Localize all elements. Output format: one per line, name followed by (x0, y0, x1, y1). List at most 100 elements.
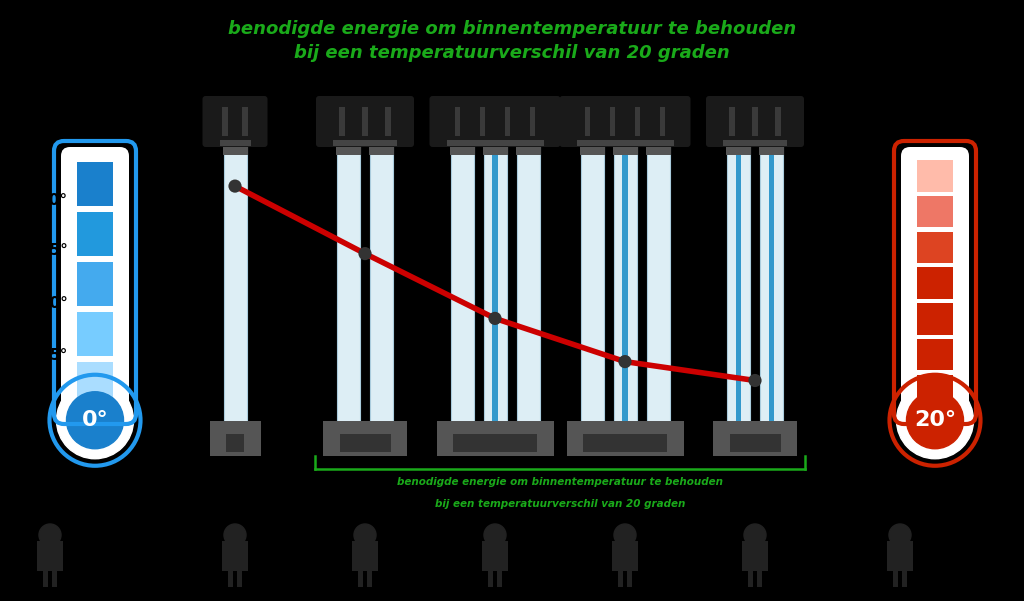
Circle shape (906, 392, 964, 449)
Bar (735, 146, 741, 426)
Bar (742, 541, 768, 571)
Point (746, 376, 763, 385)
Bar (918, 196, 953, 227)
Circle shape (67, 392, 124, 449)
Bar (723, 140, 787, 146)
Bar (222, 142, 248, 155)
FancyBboxPatch shape (901, 147, 969, 420)
FancyBboxPatch shape (713, 421, 797, 456)
Bar (753, 106, 758, 136)
Bar (727, 146, 750, 426)
Text: 20°: 20° (39, 194, 68, 209)
Bar (77, 262, 113, 306)
Circle shape (224, 524, 246, 546)
Circle shape (896, 382, 974, 459)
Point (226, 182, 243, 191)
Bar (516, 146, 540, 426)
Bar (515, 142, 541, 155)
Bar (242, 106, 248, 136)
Bar (760, 146, 783, 426)
Bar (226, 434, 244, 452)
Bar (580, 142, 604, 155)
Bar (237, 569, 242, 587)
Bar (480, 106, 485, 136)
Bar (455, 106, 460, 136)
Bar (583, 434, 667, 452)
Bar (222, 541, 248, 571)
Bar (529, 106, 536, 136)
Bar (645, 142, 671, 155)
Bar (748, 569, 753, 587)
Circle shape (484, 524, 506, 546)
Bar (505, 106, 510, 136)
Bar (222, 106, 228, 136)
Bar (370, 146, 393, 426)
FancyBboxPatch shape (436, 421, 554, 456)
Bar (77, 212, 113, 256)
Bar (333, 140, 397, 146)
Bar (659, 106, 666, 136)
Point (486, 314, 503, 323)
Bar (627, 569, 632, 587)
FancyBboxPatch shape (210, 421, 260, 456)
Circle shape (889, 524, 911, 546)
FancyBboxPatch shape (429, 96, 560, 147)
Text: 10°: 10° (39, 296, 68, 311)
Text: benodigde energie om binnentemperatuur te behouden: benodigde energie om binnentemperatuur t… (397, 477, 723, 487)
Bar (339, 106, 345, 136)
FancyBboxPatch shape (61, 147, 129, 420)
Bar (340, 434, 390, 452)
Bar (228, 569, 233, 587)
Bar (775, 106, 780, 136)
Bar (918, 160, 953, 192)
Bar (362, 106, 368, 136)
Bar (336, 142, 361, 155)
Bar (52, 569, 57, 587)
FancyBboxPatch shape (316, 96, 414, 147)
Bar (493, 146, 498, 426)
Bar (769, 146, 774, 426)
Bar (358, 569, 362, 587)
Text: 5°: 5° (49, 349, 68, 364)
Circle shape (354, 524, 376, 546)
Bar (612, 142, 638, 155)
Bar (488, 569, 493, 587)
Bar (635, 106, 640, 136)
Circle shape (56, 382, 133, 459)
Bar (37, 541, 63, 571)
Text: bij een temperatuurverschil van 20 graden: bij een temperatuurverschil van 20 grade… (294, 44, 730, 62)
Bar (726, 142, 751, 155)
Bar (450, 142, 474, 155)
Bar (729, 106, 735, 136)
Bar (918, 374, 953, 406)
Bar (759, 142, 784, 155)
Bar (77, 312, 113, 356)
Bar (729, 434, 780, 452)
Text: 15°: 15° (39, 243, 68, 258)
Bar (77, 162, 113, 206)
Text: 0°: 0° (82, 410, 109, 430)
Bar (482, 142, 508, 155)
Bar (613, 146, 637, 426)
Bar (585, 106, 590, 136)
Bar (43, 569, 48, 587)
FancyBboxPatch shape (203, 96, 267, 147)
Bar (918, 339, 953, 370)
Bar (483, 146, 507, 426)
FancyBboxPatch shape (559, 96, 690, 147)
FancyBboxPatch shape (566, 421, 683, 456)
FancyBboxPatch shape (706, 96, 804, 147)
Bar (609, 106, 615, 136)
Bar (337, 146, 360, 426)
Bar (623, 146, 628, 426)
Bar (77, 362, 113, 406)
Bar (887, 541, 913, 571)
Bar (369, 142, 394, 155)
Bar (367, 569, 372, 587)
Bar (618, 569, 623, 587)
Bar (482, 541, 508, 571)
Bar (577, 140, 674, 146)
Bar (918, 303, 953, 335)
Circle shape (744, 524, 766, 546)
Bar (918, 267, 953, 299)
